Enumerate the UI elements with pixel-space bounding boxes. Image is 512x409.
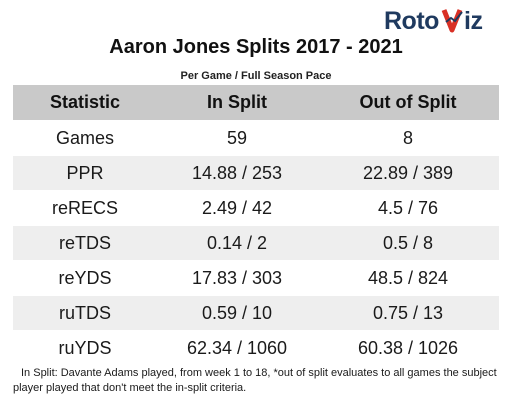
in-split-cell: 0.14 / 2 <box>157 225 317 261</box>
table-row: ruYDS 62.34 / 1060 60.38 / 1026 <box>13 330 499 366</box>
table-row: Games 59 8 <box>13 120 499 156</box>
out-split-cell: 0.75 / 13 <box>317 295 499 331</box>
out-split-cell: 8 <box>317 120 499 156</box>
table-row: PPR 14.88 / 253 22.89 / 389 <box>13 155 499 191</box>
table-row: reYDS 17.83 / 303 48.5 / 824 <box>13 260 499 296</box>
out-split-cell: 60.38 / 1026 <box>317 330 499 366</box>
table-row: reTDS 0.14 / 2 0.5 / 8 <box>13 225 499 261</box>
page-subtitle: Per Game / Full Season Pace <box>180 70 332 82</box>
in-split-cell: 17.83 / 303 <box>157 260 317 296</box>
stat-cell: Games <box>13 120 157 156</box>
column-header-in-split: In Split <box>157 84 317 121</box>
in-split-cell: 2.49 / 42 <box>157 190 317 226</box>
table-row: reRECS 2.49 / 42 4.5 / 76 <box>13 190 499 226</box>
footnote: In Split: Davante Adams played, from wee… <box>13 367 497 394</box>
stat-cell: reRECS <box>13 190 157 226</box>
column-header-statistic: Statistic <box>13 84 157 121</box>
stat-cell: PPR <box>13 155 157 191</box>
svg-text:Roto: Roto <box>384 7 439 34</box>
in-split-cell: 62.34 / 1060 <box>157 330 317 366</box>
in-split-cell: 0.59 / 10 <box>157 295 317 331</box>
stat-cell: reTDS <box>13 225 157 261</box>
svg-text:iz: iz <box>464 7 482 34</box>
page-title: Aaron Jones Splits 2017 - 2021 <box>109 36 403 58</box>
in-split-cell: 59 <box>157 120 317 156</box>
in-split-cell: 14.88 / 253 <box>157 155 317 191</box>
splits-table: Statistic In Split Out of Split Games 59… <box>13 84 499 366</box>
out-split-cell: 22.89 / 389 <box>317 155 499 191</box>
rotoviz-logo: Roto iz <box>384 6 500 34</box>
stat-cell: ruYDS <box>13 330 157 366</box>
out-split-cell: 4.5 / 76 <box>317 190 499 226</box>
column-header-out-of-split: Out of Split <box>317 84 499 121</box>
table-row: ruTDS 0.59 / 10 0.75 / 13 <box>13 295 499 331</box>
out-split-cell: 0.5 / 8 <box>317 225 499 261</box>
table-header-row: Statistic In Split Out of Split <box>13 84 499 121</box>
out-split-cell: 48.5 / 824 <box>317 260 499 296</box>
stat-cell: ruTDS <box>13 295 157 331</box>
stat-cell: reYDS <box>13 260 157 296</box>
rotoviz-logo-mark: Roto iz <box>384 7 483 34</box>
